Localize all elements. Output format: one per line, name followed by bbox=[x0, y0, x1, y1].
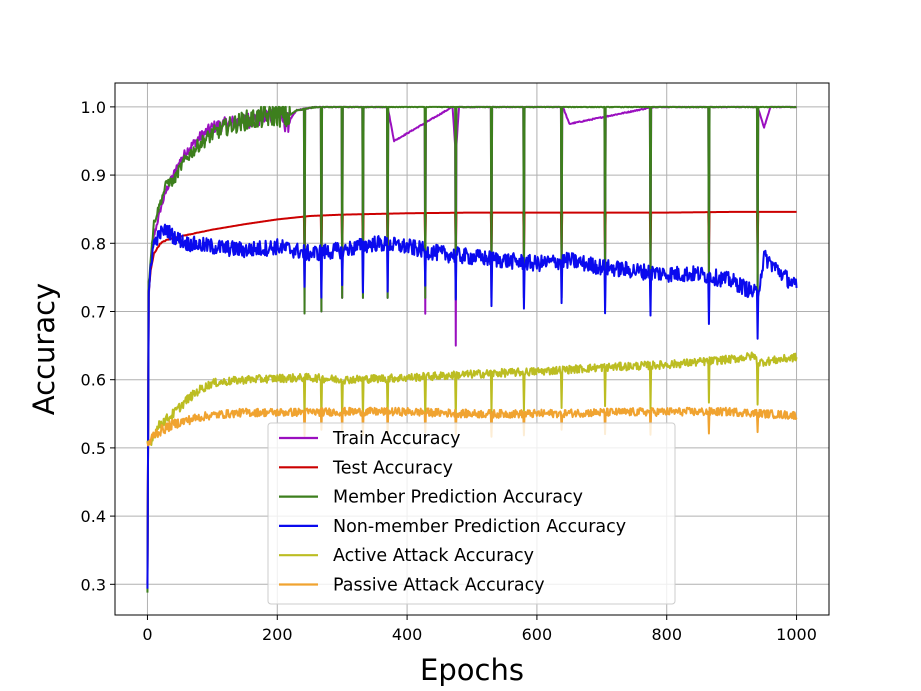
y-tick-label: 0.4 bbox=[81, 507, 106, 526]
legend-label: Non-member Prediction Accuracy bbox=[333, 517, 626, 537]
legend-entry-1: Train Accuracy bbox=[279, 429, 460, 449]
legend-entry-4: Non-member Prediction Accuracy bbox=[279, 517, 626, 537]
y-tick-label: 1.0 bbox=[81, 98, 106, 117]
legend-entry-3: Member Prediction Accuracy bbox=[279, 488, 583, 508]
x-tick-label: 800 bbox=[651, 625, 682, 644]
series-layer bbox=[146, 105, 798, 593]
x-tick-label: 600 bbox=[522, 625, 553, 644]
series-line-2 bbox=[146, 210, 797, 584]
legend-label: Member Prediction Accuracy bbox=[333, 488, 583, 508]
x-tick-label: 1000 bbox=[776, 625, 817, 644]
x-tick-label: 0 bbox=[142, 625, 152, 644]
x-tick-label: 400 bbox=[392, 625, 423, 644]
ticks: 0 200 400 600 800 1000 0.3 0.4 0.5 0.6 0.7 0.8 0.9 1.… bbox=[81, 98, 817, 644]
y-tick-label: 0.9 bbox=[81, 166, 106, 185]
legend: Train Accuracy Test Accuracy Member Predic… bbox=[267, 422, 676, 605]
series-line-3 bbox=[146, 105, 797, 593]
legend-label: Passive Attack Accuracy bbox=[333, 576, 545, 596]
y-tick-label: 0.8 bbox=[81, 234, 106, 253]
series-line-5 bbox=[146, 351, 798, 447]
legend-frame bbox=[267, 422, 676, 605]
legend-label: Active Attack Accuracy bbox=[333, 546, 534, 566]
x-axis-title: Epochs bbox=[420, 653, 524, 687]
plot-frame bbox=[114, 82, 830, 616]
y-tick-label: 0.5 bbox=[81, 439, 106, 458]
series-line-4 bbox=[146, 223, 798, 589]
y-tick-label: 0.6 bbox=[81, 371, 106, 390]
y-tick-label: 0.3 bbox=[81, 575, 106, 594]
legend-label: Train Accuracy bbox=[332, 429, 460, 449]
legend-entry-5: Active Attack Accuracy bbox=[279, 546, 534, 566]
y-tick-label: 0.7 bbox=[81, 302, 106, 321]
legend-entry-6: Passive Attack Accuracy bbox=[279, 576, 545, 596]
legend-label: Test Accuracy bbox=[332, 458, 453, 478]
x-tick-label: 200 bbox=[262, 625, 293, 644]
y-axis-title: Accuracy bbox=[27, 283, 61, 415]
series-line-6 bbox=[146, 406, 798, 447]
legend-entry-2: Test Accuracy bbox=[279, 458, 453, 478]
